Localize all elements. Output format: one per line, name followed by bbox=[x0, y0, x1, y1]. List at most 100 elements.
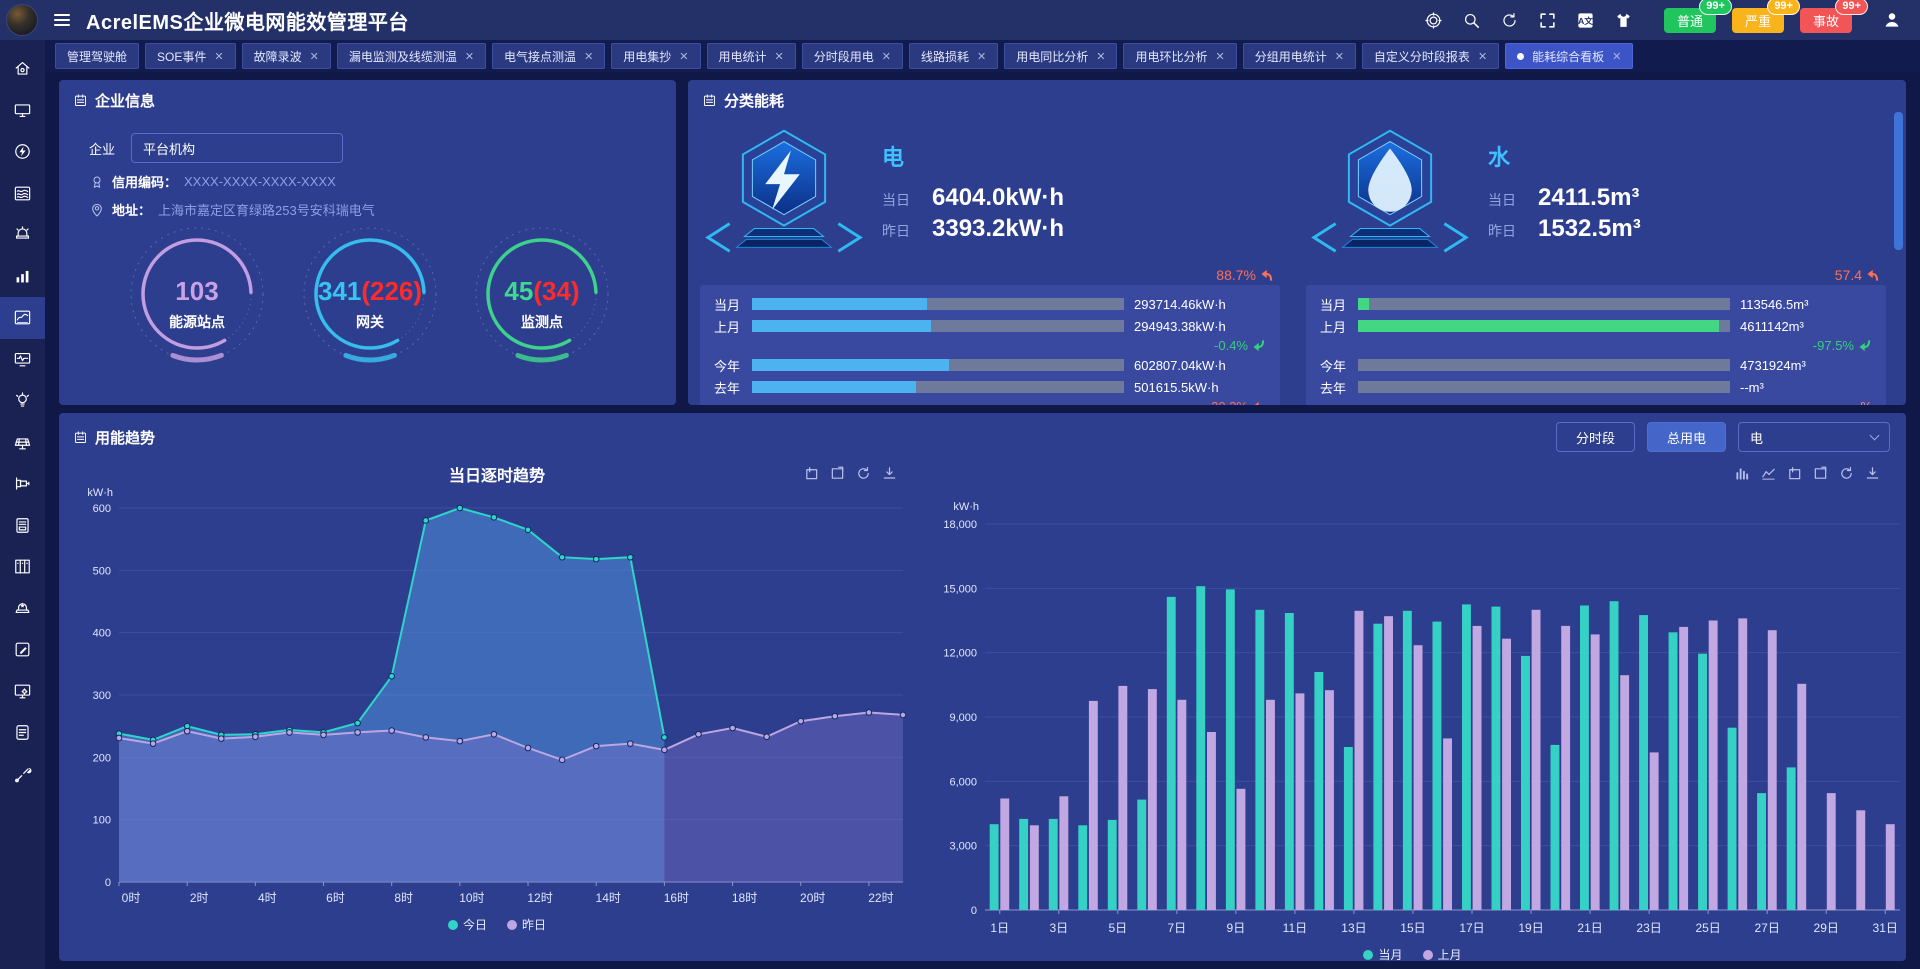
point-昨日-3[interactable] bbox=[217, 735, 225, 742]
point-昨日-15[interactable] bbox=[627, 740, 634, 747]
bar-当月-13日[interactable] bbox=[1343, 747, 1353, 910]
bar-当月-9日[interactable] bbox=[1225, 589, 1235, 910]
bar-当月-2日[interactable] bbox=[1019, 818, 1029, 910]
sidebar-item-card-reader[interactable] bbox=[0, 505, 45, 547]
point-今日-9[interactable] bbox=[422, 517, 430, 524]
bar-上月-23日[interactable] bbox=[1649, 752, 1659, 910]
point-昨日-9[interactable] bbox=[422, 734, 430, 741]
tab-close-icon[interactable]: ✕ bbox=[1477, 50, 1488, 63]
toolbox-bar-icon[interactable] bbox=[1735, 466, 1750, 481]
point-今日-15[interactable] bbox=[627, 553, 634, 561]
bar-上月-30日[interactable] bbox=[1856, 810, 1866, 910]
alarm-badge-普通[interactable]: 普通 99+ bbox=[1663, 0, 1732, 33]
bar-当月-5日[interactable] bbox=[1107, 819, 1117, 910]
sidebar-item-document[interactable] bbox=[0, 712, 45, 754]
bar-当月-12日[interactable] bbox=[1314, 672, 1324, 910]
sidebar-item-screen[interactable] bbox=[0, 90, 45, 132]
org-select-input[interactable]: 平台机构 bbox=[131, 133, 344, 163]
tab-自定义分时段报表[interactable]: 自定义分时段报表 ✕ bbox=[1361, 43, 1500, 69]
bar-上月-15日[interactable] bbox=[1413, 645, 1423, 910]
bar-上月-24日[interactable] bbox=[1679, 626, 1689, 910]
tab-close-icon[interactable]: ✕ bbox=[1334, 50, 1344, 63]
legend-当月[interactable]: 当月 bbox=[1363, 946, 1403, 963]
toolbox-frame-icon[interactable] bbox=[804, 466, 819, 481]
point-昨日-22[interactable] bbox=[865, 709, 873, 716]
point-昨日-6[interactable] bbox=[320, 731, 327, 739]
toolbox-download-icon[interactable] bbox=[1865, 466, 1880, 481]
toolbox-frame2-icon[interactable] bbox=[1813, 466, 1828, 481]
bar-上月-13日[interactable] bbox=[1354, 610, 1364, 910]
point-今日-13[interactable] bbox=[558, 553, 566, 561]
bar-上月-18日[interactable] bbox=[1502, 638, 1511, 910]
bar-当月-8日[interactable] bbox=[1196, 586, 1206, 910]
point-昨日-11[interactable] bbox=[490, 730, 498, 738]
bar-上月-22日[interactable] bbox=[1620, 675, 1630, 910]
bar-当月-17日[interactable] bbox=[1462, 604, 1471, 910]
point-昨日-5[interactable] bbox=[286, 729, 293, 736]
bar-上月-31日[interactable] bbox=[1885, 824, 1895, 910]
point-昨日-13[interactable] bbox=[558, 756, 566, 764]
point-昨日-23[interactable] bbox=[899, 711, 907, 719]
bar-上月-10日[interactable] bbox=[1266, 699, 1275, 910]
bar-当月-25日[interactable] bbox=[1698, 653, 1707, 910]
avatar[interactable] bbox=[6, 4, 38, 36]
bar-上月-28日[interactable] bbox=[1797, 683, 1807, 910]
bar-上月-5日[interactable] bbox=[1118, 685, 1128, 910]
point-昨日-8[interactable] bbox=[388, 727, 395, 734]
bar-当月-11日[interactable] bbox=[1284, 613, 1294, 910]
point-昨日-17[interactable] bbox=[695, 730, 702, 738]
point-今日-7[interactable] bbox=[354, 719, 361, 727]
tab-SOE事件[interactable]: SOE事件 ✕ bbox=[145, 43, 236, 69]
legend-上月[interactable]: 上月 bbox=[1422, 946, 1462, 963]
bar-当月-3日[interactable] bbox=[1048, 818, 1058, 910]
theme-icon[interactable] bbox=[1612, 8, 1636, 32]
toolbox-refresh-icon[interactable] bbox=[856, 466, 871, 481]
user-icon[interactable] bbox=[1880, 8, 1904, 32]
tab-close-icon[interactable]: ✕ bbox=[584, 50, 594, 63]
legend-今日[interactable]: 今日 bbox=[447, 916, 487, 933]
bar-当月-26日[interactable] bbox=[1727, 727, 1737, 910]
sidebar-item-monitor-pulse[interactable] bbox=[0, 339, 45, 381]
point-昨日-18[interactable] bbox=[729, 724, 736, 732]
bar-上月-26日[interactable] bbox=[1738, 618, 1748, 910]
point-今日-16[interactable] bbox=[661, 734, 668, 741]
point-昨日-0[interactable] bbox=[115, 734, 123, 742]
bar-上月-2日[interactable] bbox=[1029, 825, 1039, 910]
bar-当月-27日[interactable] bbox=[1757, 793, 1766, 910]
tab-分时段用电[interactable]: 分时段用电 ✕ bbox=[801, 43, 903, 69]
bar-上月-14日[interactable] bbox=[1384, 616, 1393, 910]
bar-上月-20日[interactable] bbox=[1561, 625, 1571, 910]
tab-漏电监测及线缆测温[interactable]: 漏电监测及线缆测温 ✕ bbox=[336, 43, 487, 69]
toolbox-frame2-icon[interactable] bbox=[830, 466, 845, 481]
hourly-trend-chart[interactable]: 当日逐时趋势 0 100 200 300 400 500 600 kW·h 0时 2时 4时 6时 8时… bbox=[67, 454, 927, 963]
tab-管理驾驶舱[interactable]: 管理驾驶舱 bbox=[55, 43, 140, 69]
bar-当月-1日[interactable] bbox=[989, 824, 999, 910]
tab-故障录波[interactable]: 故障录波 ✕ bbox=[241, 43, 331, 69]
toolbox-frame-icon[interactable] bbox=[1787, 466, 1802, 481]
bar-上月-21日[interactable] bbox=[1590, 634, 1600, 910]
bar-上月-11日[interactable] bbox=[1295, 693, 1305, 910]
sidebar-item-monitor-gear[interactable] bbox=[0, 671, 45, 713]
tab-close-icon[interactable]: ✕ bbox=[1215, 50, 1225, 63]
sidebar-item-edit[interactable] bbox=[0, 629, 45, 671]
point-昨日-12[interactable] bbox=[524, 744, 532, 752]
bar-当月-22日[interactable] bbox=[1609, 601, 1619, 910]
bar-当月-7日[interactable] bbox=[1166, 596, 1176, 910]
bar-当月-21日[interactable] bbox=[1580, 605, 1589, 911]
bar-当月-16日[interactable] bbox=[1432, 621, 1442, 910]
tab-电气接点测温[interactable]: 电气接点测温 ✕ bbox=[492, 43, 606, 69]
total-electric-button[interactable]: 总用电 bbox=[1646, 422, 1726, 452]
sidebar-item-wave-report[interactable] bbox=[0, 173, 45, 215]
point-今日-10[interactable] bbox=[456, 504, 464, 512]
point-昨日-16[interactable] bbox=[661, 746, 668, 754]
bar-当月-14日[interactable] bbox=[1373, 623, 1383, 910]
bar-上月-12日[interactable] bbox=[1325, 690, 1334, 910]
point-昨日-7[interactable] bbox=[354, 729, 361, 736]
toolbox-refresh-icon[interactable] bbox=[1839, 466, 1854, 481]
sidebar-item-solar-panel[interactable] bbox=[0, 422, 45, 464]
bar-上月-9日[interactable] bbox=[1236, 788, 1246, 910]
point-今日-14[interactable] bbox=[592, 555, 600, 563]
sidebar-item-alarm[interactable] bbox=[0, 214, 45, 256]
tab-close-icon[interactable]: ✕ bbox=[214, 50, 224, 63]
point-今日-12[interactable] bbox=[524, 526, 532, 534]
